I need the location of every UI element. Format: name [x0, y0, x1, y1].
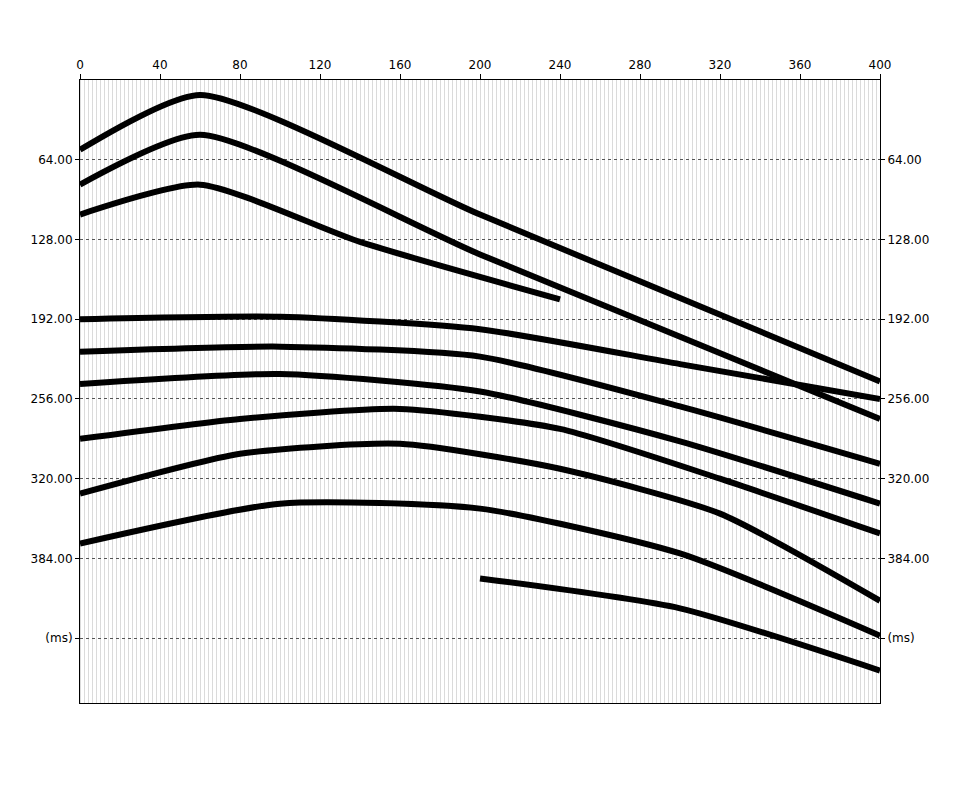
svg-text:320: 320 [709, 58, 732, 72]
svg-text:320.00: 320.00 [31, 472, 73, 486]
svg-text:360: 360 [789, 58, 812, 72]
svg-text:320.00: 320.00 [887, 472, 929, 486]
svg-text:240: 240 [549, 58, 572, 72]
svg-text:40: 40 [152, 58, 167, 72]
svg-text:256.00: 256.00 [887, 392, 929, 406]
svg-text:64.00: 64.00 [38, 153, 72, 167]
svg-text:192.00: 192.00 [31, 312, 73, 326]
svg-text:80: 80 [232, 58, 247, 72]
svg-text:384.00: 384.00 [31, 552, 73, 566]
svg-text:64.00: 64.00 [887, 153, 921, 167]
svg-text:(ms): (ms) [887, 631, 914, 645]
svg-text:192.00: 192.00 [887, 312, 929, 326]
svg-text:160: 160 [389, 58, 412, 72]
svg-text:0: 0 [76, 58, 84, 72]
svg-text:200: 200 [469, 58, 492, 72]
svg-text:384.00: 384.00 [887, 552, 929, 566]
svg-text:(ms): (ms) [45, 631, 72, 645]
svg-text:400: 400 [869, 58, 892, 72]
svg-text:128.00: 128.00 [31, 233, 73, 247]
svg-text:120: 120 [309, 58, 332, 72]
svg-text:256.00: 256.00 [31, 392, 73, 406]
svg-text:280: 280 [629, 58, 652, 72]
svg-text:128.00: 128.00 [887, 233, 929, 247]
